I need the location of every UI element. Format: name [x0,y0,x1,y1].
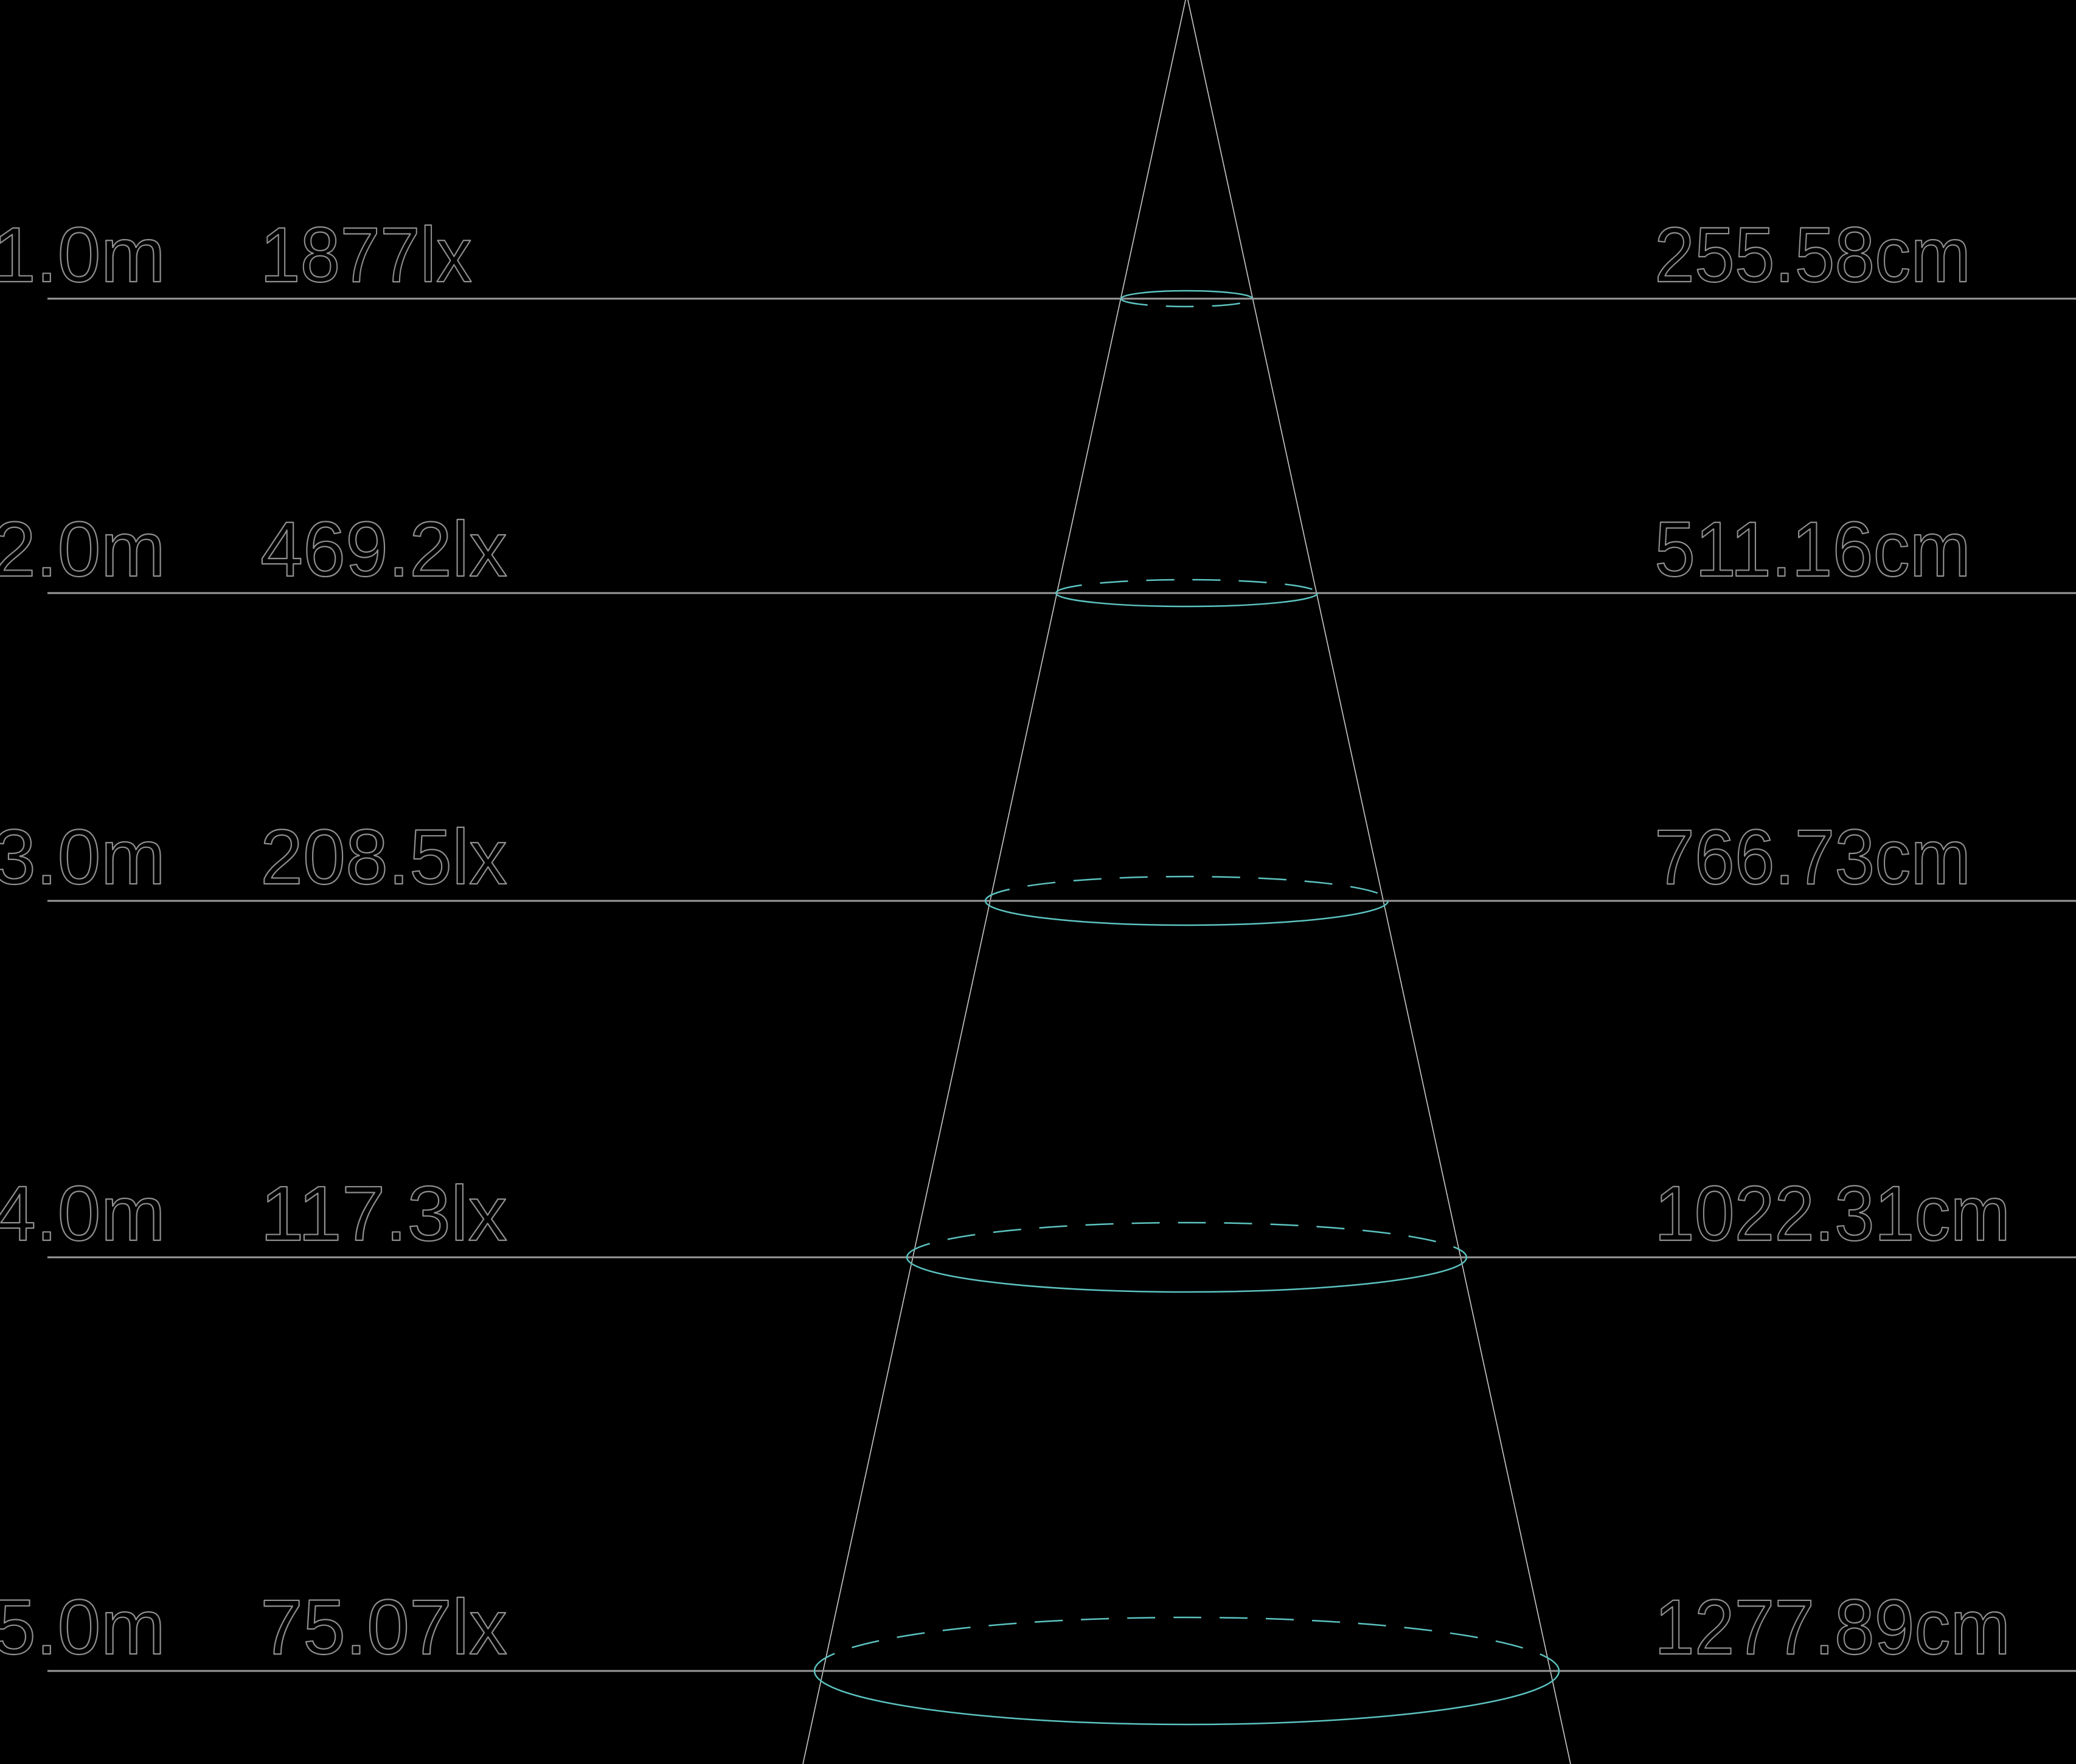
beam-row: 2.0m 469.2lx 511.16cm [0,505,2076,608]
distance-label: 4.0m [0,1170,165,1257]
lux-label: 208.5lx [260,814,507,901]
diameter-label: 511.16cm [1654,506,1971,593]
lux-label: 117.3lx [260,1170,507,1257]
beam-ellipse-bottom-arc [813,1670,1560,1726]
distance-label: 1.0m [0,212,165,299]
distance-label: 2.0m [0,506,165,593]
beam-ellipse-bottom-arc [906,1257,1468,1293]
lux-label: 1877lx [260,212,472,299]
beam-ellipse-bottom-arc [1055,592,1319,608]
beam-row: 3.0m 208.5lx 766.73cm [0,813,2076,926]
beam-ellipse-bottom-arc [1120,298,1254,308]
diameter-label: 1022.31cm [1654,1170,2010,1257]
distance-label: 3.0m [0,814,165,901]
beam-row: 1.0m 1877lx 255.58cm [0,211,2076,308]
beam-ellipse-top-arc [906,1221,1468,1258]
beam-row: 4.0m 117.3lx 1022.31cm [0,1170,2076,1293]
diameter-label: 255.58cm [1654,212,1971,299]
cone-edge-right [1187,0,1571,1764]
lux-label: 469.2lx [260,506,507,593]
beam-ellipse-top-arc [1055,578,1319,594]
lux-label: 75.07lx [260,1584,507,1671]
beam-ellipse-top-arc [984,875,1389,901]
diameter-label: 766.73cm [1654,814,1971,901]
beam-ellipse-top-arc [1120,290,1254,299]
beam-row: 5.0m 75.07lx 1277.89cm [0,1583,2076,1726]
cone-edge-left [802,0,1186,1764]
diameter-label: 1277.89cm [1654,1584,2010,1671]
beam-ellipse-bottom-arc [984,900,1389,926]
distance-label: 5.0m [0,1584,165,1671]
beam-ellipse-top-arc [813,1616,1560,1672]
